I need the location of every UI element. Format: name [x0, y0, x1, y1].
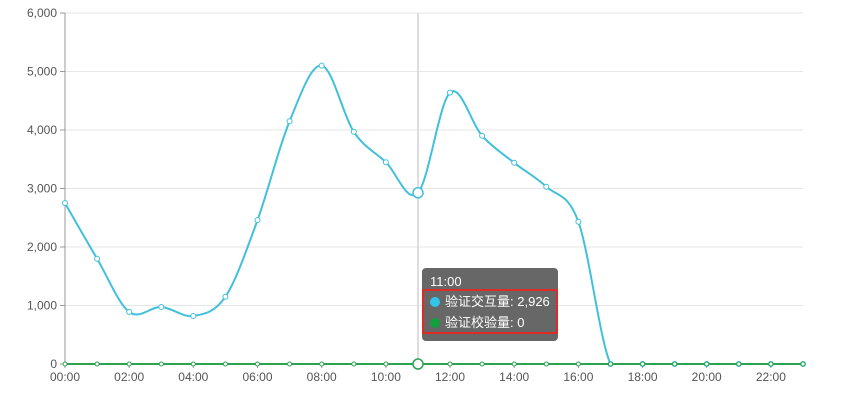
- svg-text:5,000: 5,000: [27, 65, 57, 79]
- svg-text:02:00: 02:00: [114, 370, 144, 384]
- svg-text:08:00: 08:00: [307, 370, 337, 384]
- tooltip-series-value: 0: [517, 315, 525, 330]
- svg-text:10:00: 10:00: [371, 370, 401, 384]
- tooltip-series-value: 2,926: [517, 294, 550, 309]
- svg-text:2,000: 2,000: [27, 240, 57, 254]
- svg-text:18:00: 18:00: [628, 370, 658, 384]
- svg-text:14:00: 14:00: [499, 370, 529, 384]
- tooltip-rows: 验证交互量: 2,926 验证校验量: 0: [422, 289, 558, 334]
- tooltip-row-verification: 验证校验量: 0: [430, 312, 550, 333]
- svg-text:20:00: 20:00: [692, 370, 722, 384]
- chart-tooltip: 11:00 验证交互量: 2,926 验证校验量: 0: [422, 268, 558, 341]
- tooltip-time-title: 11:00: [430, 274, 462, 289]
- tooltip-series-label: 验证交互量: [445, 294, 511, 309]
- svg-text:22:00: 22:00: [756, 370, 786, 384]
- tooltip-series-label: 验证校验量: [445, 315, 511, 330]
- svg-text:12:00: 12:00: [435, 370, 465, 384]
- tooltip-separator: :: [510, 315, 518, 330]
- svg-text:6,000: 6,000: [27, 6, 57, 20]
- svg-text:06:00: 06:00: [242, 370, 272, 384]
- tooltip-row-interaction: 验证交互量: 2,926: [430, 291, 550, 312]
- svg-text:4,000: 4,000: [27, 123, 57, 137]
- svg-text:16:00: 16:00: [563, 370, 593, 384]
- svg-text:04:00: 04:00: [178, 370, 208, 384]
- svg-text:00:00: 00:00: [50, 370, 80, 384]
- svg-text:3,000: 3,000: [27, 182, 57, 196]
- tooltip-separator: :: [510, 294, 518, 309]
- series-dot-cyan: [430, 297, 440, 307]
- svg-text:0: 0: [50, 357, 57, 371]
- series-dot-green: [430, 318, 440, 328]
- svg-text:1,000: 1,000: [27, 299, 57, 313]
